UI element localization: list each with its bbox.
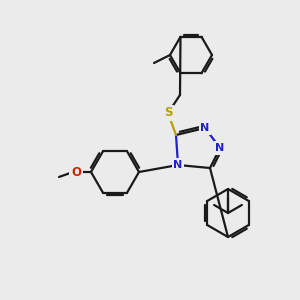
Text: O: O (71, 166, 81, 178)
Text: N: N (200, 123, 210, 133)
Text: S: S (164, 106, 172, 119)
Text: N: N (173, 160, 183, 170)
Text: N: N (215, 143, 225, 153)
